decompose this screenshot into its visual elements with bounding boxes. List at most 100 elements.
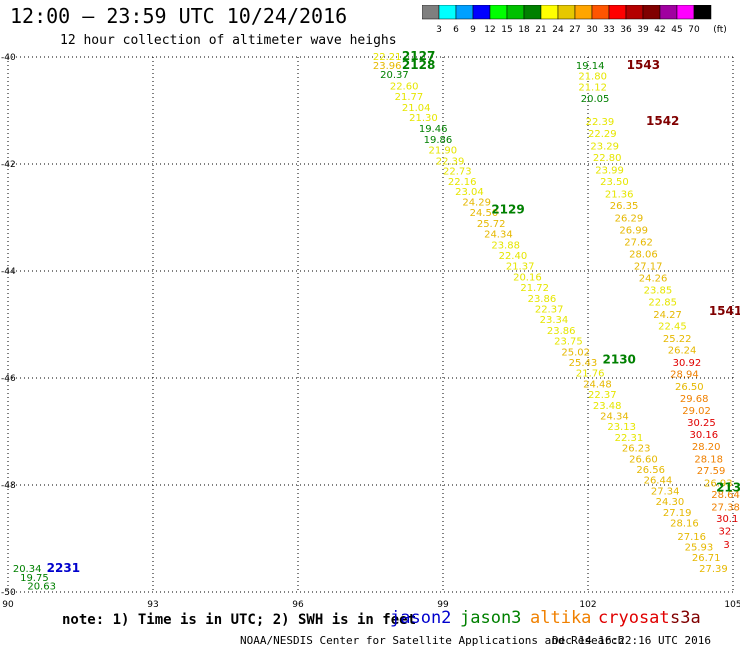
swh-value-track-a: 22.40 xyxy=(499,251,528,262)
swh-value-corner: 19.75 xyxy=(20,573,49,584)
color-bin-label: 42 xyxy=(654,25,665,35)
swh-value-track-a: 22.31 xyxy=(615,433,644,444)
color-bin-label: 45 xyxy=(671,25,682,35)
swh-value-track-b: 26.29 xyxy=(615,214,644,225)
swh-value-track-a: 22.16 xyxy=(448,177,477,188)
swh-value-track-b: 22.39 xyxy=(586,117,615,128)
swh-value-track-a: 21.90 xyxy=(429,146,458,157)
swh-value-track-a: 21.04 xyxy=(402,103,431,114)
swh-value-track-a: 23.86 xyxy=(547,326,576,337)
swh-value-track-a: 25.02 xyxy=(561,347,590,358)
footer-credit: NOAA/NESDIS Center for Satellite Applica… xyxy=(240,634,625,647)
swh-value-track-a: 22.37 xyxy=(535,304,564,315)
color-bin-label: 33 xyxy=(603,25,614,35)
swh-value-track-a: 28.16 xyxy=(670,518,699,529)
swh-value-track-a: 27.19 xyxy=(663,508,692,519)
lat-tick-label: -44 xyxy=(1,267,16,277)
color-bin-label: 3 xyxy=(436,25,442,35)
swh-value-track-b: 24.27 xyxy=(653,310,682,321)
color-bin-label: 27 xyxy=(569,25,580,35)
color-bin-label: 6 xyxy=(453,25,459,35)
swh-value-track-a: 27.34 xyxy=(651,486,680,497)
swh-value-track-b: 24.26 xyxy=(639,273,668,284)
swh-value-track-a: 21.77 xyxy=(395,92,424,103)
lat-tick-label: -46 xyxy=(1,374,16,384)
lat-tick-label: -50 xyxy=(1,588,16,598)
swh-value-track-a: 24.29 xyxy=(462,197,491,208)
swh-value-track-b: 26.99 xyxy=(619,225,648,236)
swh-value-track-b: 30.25 xyxy=(687,418,716,429)
swh-value-track-b: 27.38 xyxy=(711,502,740,513)
swh-value-track-a: 27.16 xyxy=(677,532,706,543)
pass-time-label: 2130 xyxy=(603,352,636,366)
swh-value-track-b: 21.36 xyxy=(605,189,634,200)
lat-tick-label: -42 xyxy=(1,160,16,170)
swh-value-track-a: 23.96 xyxy=(373,61,402,72)
swh-value-corner: 20.63 xyxy=(27,582,56,593)
swh-value-track-a: 20.16 xyxy=(513,272,542,283)
swh-value-track-a: 22.73 xyxy=(443,166,472,177)
swh-value-track-a: 26.71 xyxy=(692,553,721,564)
swh-value-track-a: 23.88 xyxy=(491,240,520,251)
lon-tick-label: 90 xyxy=(2,600,14,610)
swh-value-track-a: 23.86 xyxy=(528,294,557,305)
footer-timestamp: Dec 14 16:22:16 UTC 2016 xyxy=(552,634,711,647)
swh-value-track-b: 21.12 xyxy=(578,82,607,93)
swh-value-track-b: 29.68 xyxy=(680,394,709,405)
swh-value-track-b: 30.92 xyxy=(673,358,702,369)
swh-value-track-a: 21.37 xyxy=(506,262,535,273)
color-bin-label: 24 xyxy=(552,25,564,35)
pass-time-label: 1542 xyxy=(646,114,679,128)
color-bin-label: 70 xyxy=(688,25,700,35)
swh-value-track-a: 21.30 xyxy=(409,113,438,124)
color-bin-label: 36 xyxy=(620,25,632,35)
lon-tick-label: 93 xyxy=(147,600,158,610)
lon-tick-label: 105 xyxy=(724,600,740,610)
swh-value-track-b: 23.50 xyxy=(600,177,629,188)
lat-tick-label: -40 xyxy=(1,53,16,63)
swh-value-track-b: 3 xyxy=(723,540,729,551)
altimeter-map: 90 93 96 99 102 105-40-42-44-46-48-5022.2123.… xyxy=(1,49,740,610)
swh-value-track-b: 30.1 xyxy=(716,514,738,525)
lon-tick-label: 102 xyxy=(579,600,596,610)
page-subtitle: 12 hour collection of altimeter wave hei… xyxy=(60,33,397,48)
swh-value-track-a: 23.04 xyxy=(455,187,484,198)
swh-value-track-a: 21.76 xyxy=(576,369,605,380)
swh-value-track-b: 23.85 xyxy=(644,286,673,297)
swh-value-track-b: 22.80 xyxy=(593,153,622,164)
swh-value-track-a: 22.37 xyxy=(588,390,617,401)
swh-value-track-b: 22.29 xyxy=(588,129,617,140)
swh-value-track-a: 25.72 xyxy=(477,219,506,230)
color-bin xyxy=(693,5,712,20)
color-bin-label: 9 xyxy=(470,25,476,35)
color-scale-unit: (ft) xyxy=(713,25,727,35)
pass-time-label: 1541 xyxy=(709,304,740,318)
swh-value-track-b: 26.50 xyxy=(675,382,704,393)
swh-value-track-b: 32 xyxy=(719,526,732,537)
swh-value-track-b: 29.02 xyxy=(682,406,711,417)
swh-value-track-b: 23.29 xyxy=(590,141,619,152)
pass-time-label: 2128 xyxy=(402,58,435,72)
swh-value-track-a: 23.48 xyxy=(593,401,622,412)
legend-cryosat: cryosat xyxy=(598,608,670,628)
swh-value-corner: 20.34 xyxy=(13,564,42,575)
swh-value-track-b: 22.85 xyxy=(648,297,677,308)
color-scale-bar: 3 6 9 12 15 18 21 24 27 30 33 36 39 42 45 70 (ft) xyxy=(422,5,727,35)
lon-tick-label: 96 xyxy=(292,600,304,610)
swh-value-track-b: 28.06 xyxy=(629,249,658,260)
page-title: 12:00 — 23:59 UTC 10/24/2016 xyxy=(10,4,348,28)
swh-value-track-a: 24.30 xyxy=(656,497,685,508)
color-bin-label: 21 xyxy=(535,25,546,35)
swh-value-track-a: 27.39 xyxy=(699,564,728,575)
pass-time-label: 2129 xyxy=(491,202,524,216)
swh-value-track-b: 19.14 xyxy=(576,61,605,72)
swh-value-track-b: 21.80 xyxy=(578,72,607,83)
legend-s3a: s3a xyxy=(670,608,701,628)
swh-value-track-a: 23.75 xyxy=(554,337,583,348)
swh-value-track-a: 24.34 xyxy=(484,230,513,241)
swh-value-track-a: 24.34 xyxy=(600,411,629,422)
color-bin-label: 18 xyxy=(518,25,530,35)
swh-value-track-b: 26.24 xyxy=(668,346,697,357)
lat-tick-label: -48 xyxy=(1,481,16,491)
swh-value-track-b: 27.17 xyxy=(634,262,663,273)
